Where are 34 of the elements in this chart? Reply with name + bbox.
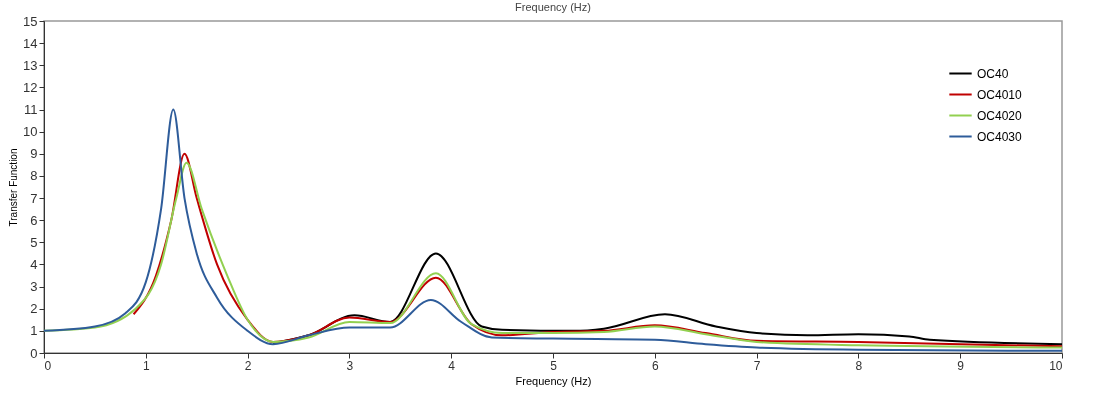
chart-title: Frequency (Hz) <box>515 1 591 13</box>
x-tick-label: 6 <box>651 358 659 373</box>
y-tick-label: 6 <box>30 212 38 228</box>
y-tick-label: 9 <box>30 146 38 162</box>
x-axis-title: Frequency (Hz) <box>515 374 592 387</box>
x-tick-label: 3 <box>346 358 354 373</box>
y-tick-label: 8 <box>30 168 38 184</box>
x-tick-label: 7 <box>753 358 761 373</box>
y-tick-label: 15 <box>23 13 38 29</box>
legend-label: OC40 <box>977 66 1009 81</box>
legend-label: OC4030 <box>977 129 1023 144</box>
y-tick-label: 3 <box>30 279 38 295</box>
y-axis-title: Transfer Function <box>8 148 20 227</box>
legend-label: OC4010 <box>977 87 1023 102</box>
x-tick-label: 10 <box>1049 358 1063 373</box>
y-tick-label: 14 <box>23 35 38 51</box>
y-tick-label: 11 <box>24 102 38 118</box>
legend-label: OC4020 <box>977 108 1023 123</box>
y-tick-label: 2 <box>30 301 38 317</box>
y-tick-label: 1 <box>30 323 38 339</box>
y-tick-label: 10 <box>23 124 38 140</box>
y-tick-label: 5 <box>30 234 38 250</box>
x-tick-label: 1 <box>142 358 150 373</box>
x-tick-label: 8 <box>855 358 863 373</box>
x-tick-label: 5 <box>550 358 558 373</box>
x-tick-label: 0 <box>44 358 52 373</box>
y-tick-label: 12 <box>23 79 38 95</box>
x-tick-label: 2 <box>244 358 252 373</box>
y-tick-label: 13 <box>23 57 38 73</box>
y-tick-label: 7 <box>30 190 38 206</box>
y-tick-label: 4 <box>30 256 38 272</box>
x-tick-label: 9 <box>957 358 965 373</box>
x-tick-label: 4 <box>448 358 456 373</box>
y-tick-label: 0 <box>30 345 38 361</box>
